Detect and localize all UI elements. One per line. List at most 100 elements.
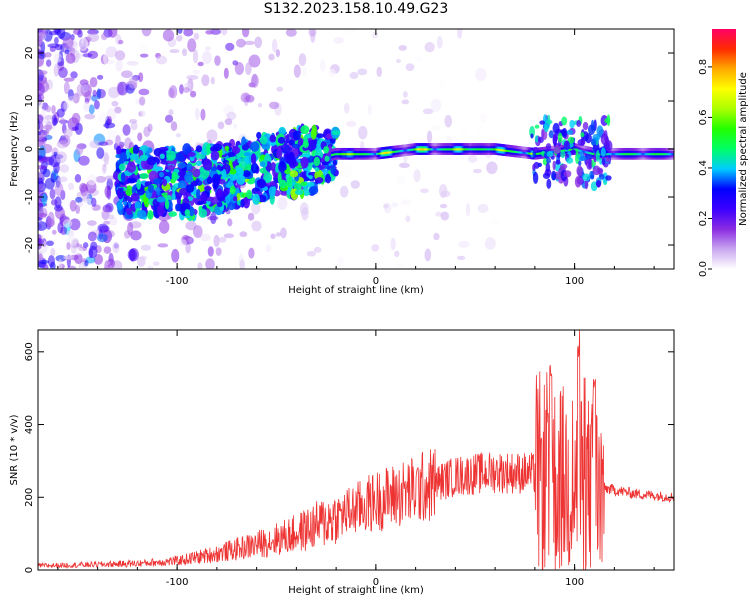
spectrogram-noise-cell	[372, 31, 379, 39]
spectrogram-noise-cell	[248, 247, 255, 259]
spectrogram-noise-cell	[102, 204, 112, 213]
spectrogram-cell	[555, 159, 561, 165]
snr-ytick-label: 400	[24, 415, 35, 434]
spectrogram-noise-cell	[84, 260, 89, 267]
spectrogram-noise-cell	[38, 101, 44, 109]
spectrogram-cell	[234, 167, 244, 178]
spectrogram-cell	[153, 205, 158, 218]
spectrogram-noise-cell	[56, 108, 65, 118]
spectrogram-noise-cell	[54, 43, 63, 51]
spectrogram-noise-cell	[93, 254, 104, 265]
spectrogram-cell	[278, 161, 287, 173]
spectrogram-cell	[227, 180, 234, 188]
spectrogram-noise-cell	[126, 60, 139, 66]
spectrogram-noise-cell	[38, 221, 48, 231]
spectrogram-cell	[242, 170, 251, 178]
spectrogram-noise-cell	[91, 197, 97, 208]
spectrogram-noise-cell	[56, 151, 67, 164]
spectrogram-noise-cell	[299, 202, 309, 216]
spectrogram-noise-cell	[328, 68, 336, 77]
spectrogram-cell	[250, 153, 257, 165]
spectrogram-noise-cell	[140, 244, 152, 251]
spectrogram-noise-cell	[54, 182, 64, 197]
spectrogram-cell	[203, 186, 212, 191]
spectrogram-noise-cell	[87, 231, 97, 242]
spectrogram-noise-cell	[89, 29, 97, 35]
spectrogram-noise-cell	[207, 215, 219, 221]
spectrogram-noise-cell	[270, 233, 276, 240]
spectrogram-noise-cell	[339, 185, 349, 198]
spectrogram-noise-cell	[232, 60, 239, 66]
spectrogram-noise-cell	[74, 122, 83, 135]
spectrogram-noise-cell	[210, 76, 215, 85]
spectrogram-cell	[167, 164, 175, 171]
spectrogram-cell	[187, 152, 196, 157]
spectrogram-noise-cell	[201, 50, 212, 65]
spectrogram-noise-cell	[53, 162, 60, 174]
spectrogram-cell	[537, 162, 543, 167]
colorbar-tick-label: 0.0	[698, 261, 709, 277]
spectrogram-noise-cell	[306, 250, 317, 257]
spectrogram-noise-cell	[391, 202, 399, 208]
spectrogram-noise-cell	[186, 74, 199, 81]
spectrogram-noise-cell	[103, 151, 109, 166]
spectrogram-cell	[332, 159, 338, 166]
spectrogram-noise-cell	[121, 70, 133, 78]
spectrogram-noise-cell	[357, 68, 368, 76]
spectrogram-noise-cell	[99, 225, 110, 232]
spectrogram-cell	[289, 170, 299, 178]
spectrogram-cell	[280, 143, 290, 154]
spectrogram-cell	[233, 196, 238, 202]
spectrogram-noise-cell	[96, 233, 108, 243]
spectrogram-noise-cell	[138, 88, 150, 96]
spectrogram-cell	[532, 171, 539, 184]
spectrogram-noise-cell	[103, 220, 111, 225]
spectrogram-noise-cell	[220, 29, 228, 36]
spectrogram-cell	[532, 163, 536, 172]
spectrogram-noise-cell	[40, 156, 51, 162]
spectrogram-noise-cell	[197, 262, 203, 269]
spectrogram-cell	[569, 119, 575, 129]
spectrogram-cell	[115, 168, 121, 173]
spectrogram-noise-cell	[102, 162, 107, 175]
spectrogram-noise-cell	[114, 50, 126, 61]
spectrogram-cell	[171, 192, 176, 201]
spectrogram-noise-cell	[346, 120, 357, 127]
spectrogram-noise-cell	[371, 244, 380, 252]
snr-panel: -100 0 100 0 200 400 600 Height of straight li…	[9, 329, 675, 596]
spectrogram-cell	[313, 156, 321, 167]
spectrogram-noise-cell	[477, 203, 489, 214]
spectrogram-cell	[559, 163, 568, 170]
spectrogram-noise-cell	[107, 214, 115, 220]
spectrogram-cell	[567, 136, 575, 144]
spectrogram-noise-cell	[157, 243, 169, 248]
spectrogram-cell	[209, 206, 214, 213]
spectrogram-noise-cell	[74, 173, 82, 183]
spectrogram-noise-cell	[213, 234, 220, 247]
spectrogram-cell	[557, 132, 563, 143]
spectrogram-cell	[301, 153, 311, 158]
snr-xtick-label: 100	[565, 577, 584, 588]
spectrogram-noise-cell	[88, 104, 95, 115]
spectrogram-noise-cell	[89, 140, 101, 149]
spectrogram-cell	[600, 147, 606, 157]
spectrogram-noise-cell	[204, 46, 211, 51]
spectrogram-noise-cell	[115, 59, 123, 72]
spectrogram-cell	[206, 177, 213, 185]
spectrogram-noise-cell	[247, 212, 255, 221]
spectrogram-noise-cell	[313, 246, 322, 253]
spectrogram-noise-cell	[38, 119, 41, 131]
spectrogram-noise-cell	[46, 240, 54, 247]
spectrogram-noise-cell	[293, 64, 301, 78]
spectrogram-noise-cell	[424, 41, 435, 53]
spectrogram-noise-cell	[349, 71, 359, 79]
spectrogram-noise-cell	[66, 230, 75, 237]
spectrogram-noise-cell	[98, 141, 109, 146]
spectrogram-noise-cell	[175, 34, 183, 42]
spectrogram-noise-cell	[138, 43, 149, 54]
spectrogram-cell	[156, 196, 166, 203]
spectrogram-noise-cell	[57, 222, 64, 234]
spectrogram-cell	[198, 208, 208, 218]
spectrogram-cell	[582, 121, 589, 131]
spectrogram-noise-cell	[457, 255, 466, 260]
